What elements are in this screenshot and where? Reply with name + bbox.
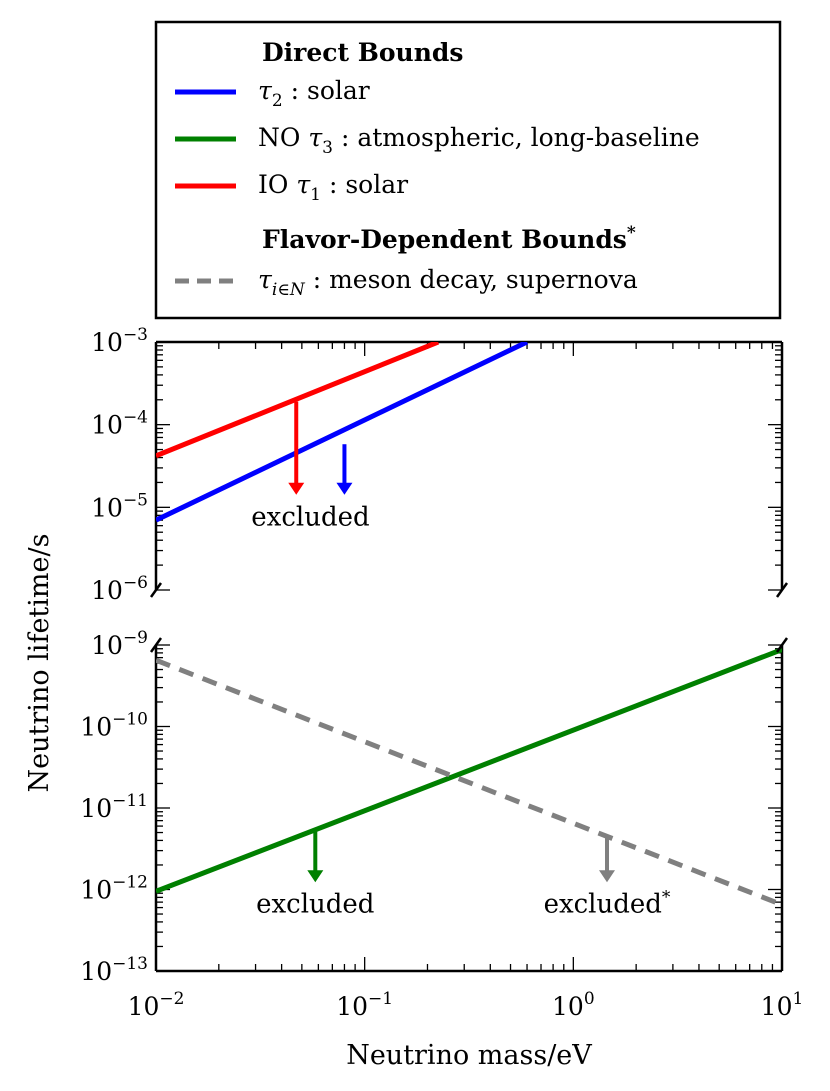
y-tick-label: 10−9 <box>91 628 148 660</box>
legend-frame <box>154 20 782 320</box>
legend-label-1: τ2 : solar <box>258 76 370 111</box>
axis-break-mark-3 <box>149 637 163 653</box>
series-line-lower-2 <box>156 657 782 908</box>
legend-heading-direct: Direct Bounds <box>262 38 463 67</box>
series-line-upper-1 <box>156 342 529 523</box>
axis-break-mark-1 <box>149 582 163 598</box>
panel-lower: 10−13 10−12 10−11 10−10 10−9 excluded excluded… <box>80 628 784 986</box>
excluded-annotation-upper-1: excluded <box>251 503 369 533</box>
x-tick-label: 100 <box>552 989 595 1021</box>
y-tick-label: 10−4 <box>91 408 148 440</box>
x-tick-label: 10−2 <box>128 989 185 1021</box>
x-tick-label: 10−1 <box>336 989 393 1021</box>
legend-label-3: IO τ1 : solar <box>258 170 408 205</box>
y-tick-label: 10−3 <box>91 325 148 357</box>
excluded-arrowhead-upper-1 <box>288 482 305 495</box>
y-tick-label: 10−11 <box>80 791 148 823</box>
y-tick-label: 10−13 <box>80 954 148 986</box>
x-axis-label: Neutrino mass/eV <box>346 1040 592 1071</box>
legend: Direct Bounds τ2 : solar NO τ3 : atmospher… <box>154 20 782 320</box>
excluded-annotation-lower-2: excluded* <box>544 888 671 920</box>
excluded-annotation-lower-1: excluded <box>256 890 374 920</box>
axis-break-mark-2 <box>775 582 789 598</box>
y-tick-label: 10−12 <box>80 873 148 905</box>
y-axis-label: Neutrino lifetime/s <box>24 534 55 793</box>
axis-break-mark-4 <box>775 637 789 653</box>
y-tick-label: 10−6 <box>91 573 148 605</box>
x-tick-label: 101 <box>761 989 804 1021</box>
legend-heading-flavor: Flavor-Dependent Bounds* <box>262 223 636 254</box>
y-tick-label: 10−10 <box>80 710 148 742</box>
excluded-arrowhead-lower-1 <box>307 870 324 883</box>
plot-panels: 10−610−510−410−3excluded10−1310−1210−111… <box>80 325 803 1021</box>
series-line-lower-1 <box>156 647 782 894</box>
excluded-arrowhead-lower-2 <box>599 870 616 883</box>
y-tick-label: 10−5 <box>91 490 148 522</box>
legend-label-2: NO τ3 : atmospheric, long-baseline <box>258 123 700 158</box>
panel-upper: 10−6 10−5 10−4 10−3 excluded <box>91 325 784 605</box>
legend-label-4: τi∈N : meson decay, supernova <box>258 265 638 300</box>
excluded-arrowhead-upper-2 <box>336 482 353 495</box>
series-line-upper-2 <box>156 342 440 459</box>
